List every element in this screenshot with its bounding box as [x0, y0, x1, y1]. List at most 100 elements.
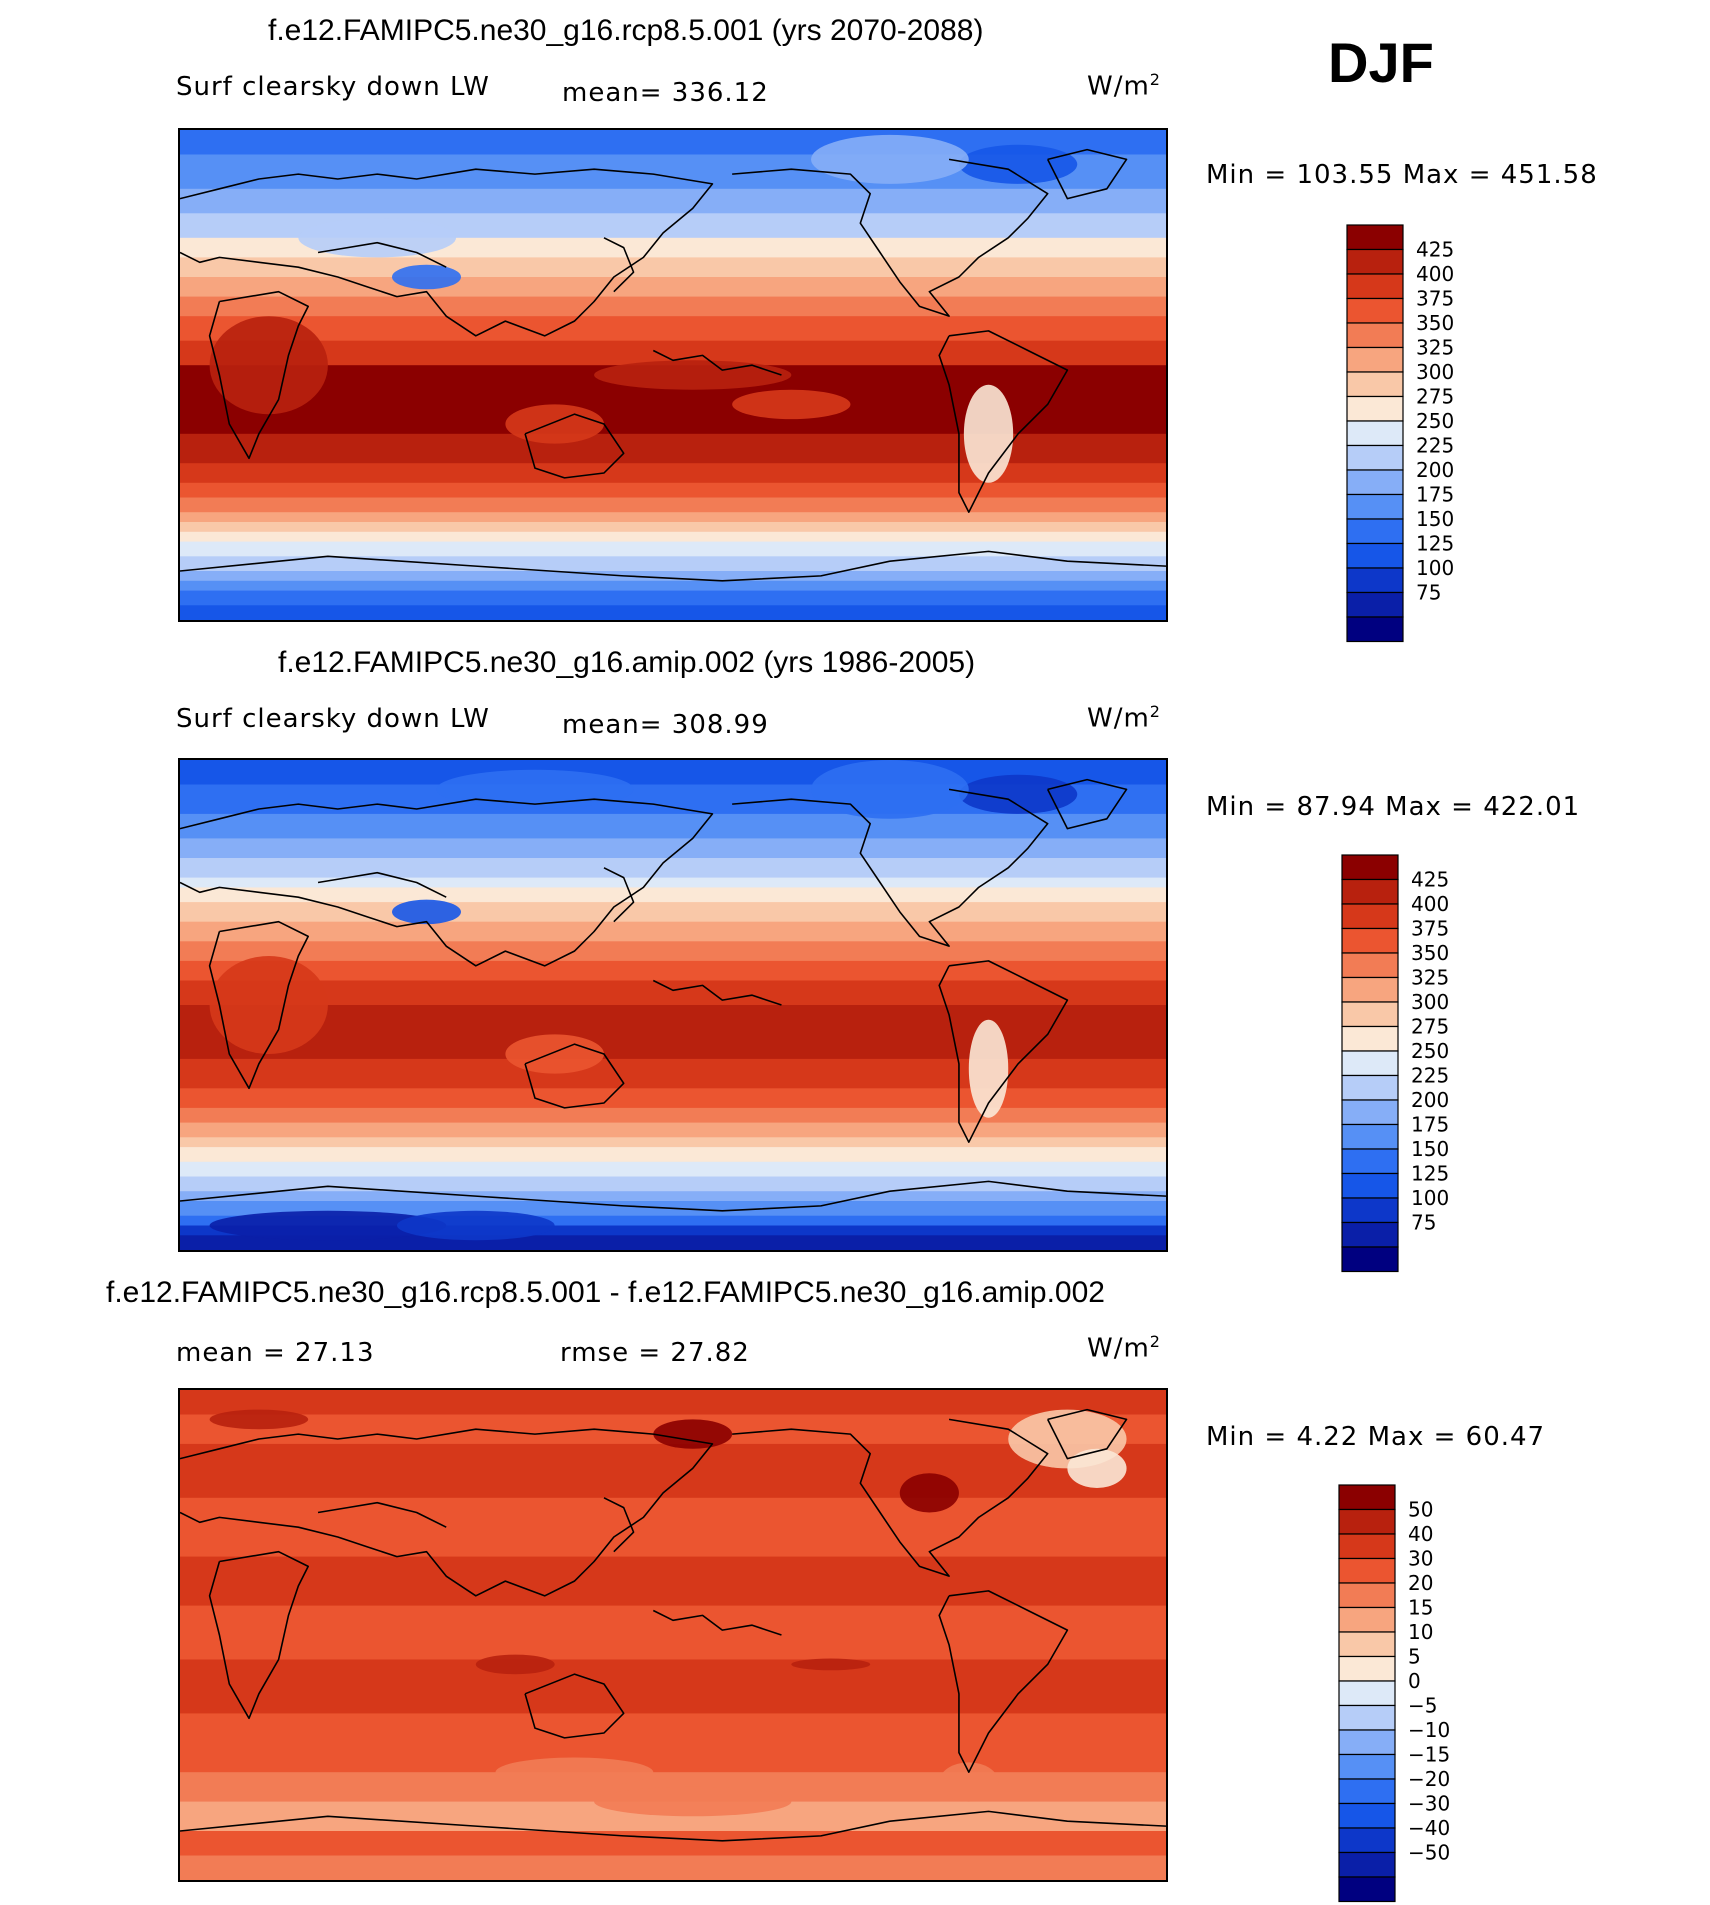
coastline [317, 241, 447, 268]
colorbar-tick-label: 325 [1411, 966, 1449, 990]
colorbar-box [1338, 1508, 1396, 1535]
colorbar-tick-label: 5 [1408, 1645, 1421, 1669]
colorbar-box [1338, 1484, 1396, 1511]
colorbar-tick-label: 250 [1416, 409, 1454, 433]
coastline [180, 798, 714, 967]
panel3-rmse-label: rmse = 27.82 [560, 1338, 750, 1368]
colorbar-box [1341, 1001, 1399, 1028]
colorbar-tick-label: 350 [1411, 941, 1449, 965]
panel3-title: f.e12.FAMIPC5.ne30_g16.rcp8.5.001 - f.e1… [106, 1276, 1105, 1309]
coastline [180, 1810, 1166, 1842]
coastline [732, 158, 1049, 317]
colorbar-box [1346, 297, 1404, 324]
colorbar-tick-label: 175 [1416, 483, 1454, 507]
panel3-map [178, 1388, 1168, 1882]
colorbar-tick-label: 250 [1411, 1039, 1449, 1063]
colorbar-svg: 4254003753503253002752502252001751501251… [1346, 224, 1454, 643]
contour-band [180, 960, 1166, 982]
colorbar-tick-label: 75 [1416, 581, 1441, 605]
colorbar-tick-label: −20 [1408, 1767, 1450, 1791]
contour-band [180, 980, 1166, 1006]
colorbar-tick-label: 10 [1408, 1620, 1433, 1644]
contour-region [495, 1757, 654, 1787]
colorbar-box [1338, 1729, 1396, 1756]
colorbar-tick-label: 325 [1416, 336, 1454, 360]
colorbar-box [1338, 1606, 1396, 1633]
contour-band [180, 1556, 1166, 1607]
panel3-units: W/m2 [1087, 1332, 1161, 1364]
coastline [180, 550, 1166, 582]
colorbar-tick-label: 300 [1411, 990, 1449, 1014]
coastline [524, 1673, 625, 1739]
contour-band [180, 188, 1166, 215]
colorbar-tick-label: 100 [1416, 556, 1454, 580]
colorbar-tick-label: 425 [1416, 238, 1454, 262]
colorbar-tick-label: −10 [1408, 1718, 1450, 1742]
colorbar-box [1338, 1876, 1396, 1903]
colorbar-box [1346, 248, 1404, 275]
colorbar-tick-label: −15 [1408, 1743, 1450, 1767]
panel1-map-svg [180, 130, 1166, 620]
coastline [603, 867, 635, 923]
contour-band [180, 1137, 1166, 1149]
colorbar-box [1338, 1680, 1396, 1707]
coastline [1046, 148, 1128, 200]
panel3-map-svg [180, 1390, 1166, 1880]
contour-region [811, 760, 969, 819]
colorbar-box [1338, 1851, 1396, 1878]
colorbar-box [1338, 1753, 1396, 1780]
colorbar-tick-label: 400 [1411, 892, 1449, 916]
colorbar-box [1341, 878, 1399, 905]
colorbar-tick-label: 200 [1416, 458, 1454, 482]
panel1-map [178, 128, 1168, 622]
panel1-units: W/m2 [1087, 70, 1161, 102]
contour-band [180, 433, 1166, 465]
panel2-units: W/m2 [1087, 702, 1161, 734]
coastline [603, 237, 635, 293]
colorbar-box [1338, 1533, 1396, 1560]
coastline [652, 979, 782, 1006]
panel1-title: f.e12.FAMIPC5.ne30_g16.rcp8.5.001 (yrs 2… [268, 14, 984, 47]
colorbar-box [1341, 1025, 1399, 1052]
contour-band [180, 1215, 1166, 1227]
colorbar-box [1346, 273, 1404, 300]
colorbar-box [1341, 1123, 1399, 1150]
contour-band [180, 921, 1166, 943]
contour-region [391, 899, 462, 925]
coastline [732, 1418, 1049, 1577]
contour-band [180, 1855, 1166, 1880]
contour-region [939, 1762, 999, 1802]
contour-region [209, 316, 328, 415]
colorbar-tick-label: −5 [1408, 1694, 1437, 1718]
colorbar-tick-label: 30 [1408, 1547, 1433, 1571]
colorbar-box [1346, 616, 1404, 643]
coastline [652, 1609, 782, 1636]
colorbar-tick-label: 50 [1408, 1498, 1433, 1522]
colorbar-box [1346, 591, 1404, 618]
contour-region [1067, 1448, 1127, 1488]
contour-band [180, 838, 1166, 859]
contour-band [180, 1161, 1166, 1178]
contour-band [180, 877, 1166, 889]
colorbar-tick-label: 0 [1408, 1669, 1421, 1693]
panel2-colorbar: 425 400 375 350 325 300 275 250 225 200 175 150 125 1… [1341, 854, 1511, 1275]
colorbar-box [1346, 395, 1404, 422]
panel3-colorbar: 50 40 30 20 15 10 5 0 −5 −10 −15 −20 −30 −40 −50 [1338, 1484, 1508, 1905]
colorbar-tick-label: 150 [1416, 507, 1454, 531]
colorbar-box [1346, 518, 1404, 545]
contour-band [180, 497, 1166, 514]
colorbar-box [1341, 976, 1399, 1003]
contour-band [180, 541, 1166, 558]
colorbar-tick-label: 125 [1411, 1162, 1449, 1186]
coastline [317, 871, 447, 898]
contour-band [180, 556, 1166, 572]
colorbar-tick-label: 350 [1416, 311, 1454, 335]
colorbar-tick-label: 100 [1411, 1186, 1449, 1210]
colorbar-box [1346, 322, 1404, 349]
coastline [180, 1180, 1166, 1212]
panel3-mean-label: mean = 27.13 [176, 1338, 375, 1368]
coastline [1046, 1408, 1128, 1460]
panel1-minmax: Min = 103.55 Max = 451.58 [1206, 160, 1598, 190]
contour-region [298, 218, 457, 258]
colorbar-tick-label: −30 [1408, 1792, 1450, 1816]
